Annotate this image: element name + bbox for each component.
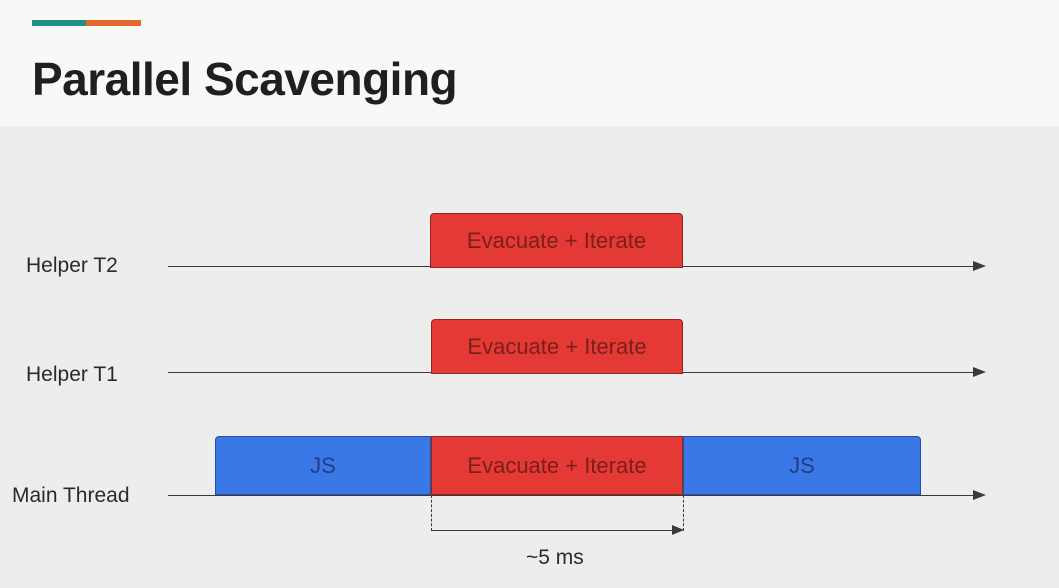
- diagram-canvas: Helper T2 Evacuate + Iterate Helper T1 E…: [0, 126, 1059, 588]
- arrowhead-icon: [672, 525, 684, 535]
- evacuate-label: Evacuate + Iterate: [467, 333, 647, 359]
- slide-header: Parallel Scavenging: [0, 0, 1059, 126]
- js-label: JS: [789, 452, 815, 478]
- evacuate-label: Evacuate + Iterate: [466, 227, 647, 253]
- row-label-helper-t1: Helper T1: [26, 363, 118, 386]
- row-label-main-thread: Main Thread: [12, 484, 130, 507]
- accent-bar-teal: [32, 20, 86, 26]
- accent-bar-orange: [86, 20, 141, 26]
- duration-line: [432, 530, 672, 531]
- evacuate-block-main-thread: Evacuate + Iterate: [431, 436, 683, 495]
- timeline-main-thread: [168, 495, 974, 496]
- evacuate-block-helper-t2: Evacuate + Iterate: [430, 213, 683, 268]
- evacuate-block-helper-t1: Evacuate + Iterate: [431, 319, 683, 374]
- evacuate-label: Evacuate + Iterate: [467, 452, 647, 478]
- duration-label: ~5 ms: [526, 546, 584, 569]
- slide-title: Parallel Scavenging: [32, 53, 458, 105]
- arrowhead-icon: [973, 367, 986, 377]
- js-block-before: JS: [215, 436, 431, 495]
- js-block-after: JS: [683, 436, 921, 495]
- arrowhead-icon: [973, 490, 986, 500]
- duration-tick-left: [431, 495, 432, 531]
- js-label: JS: [310, 452, 336, 478]
- arrowhead-icon: [973, 261, 986, 271]
- row-label-helper-t2: Helper T2: [26, 254, 118, 277]
- duration-tick-right: [683, 495, 684, 531]
